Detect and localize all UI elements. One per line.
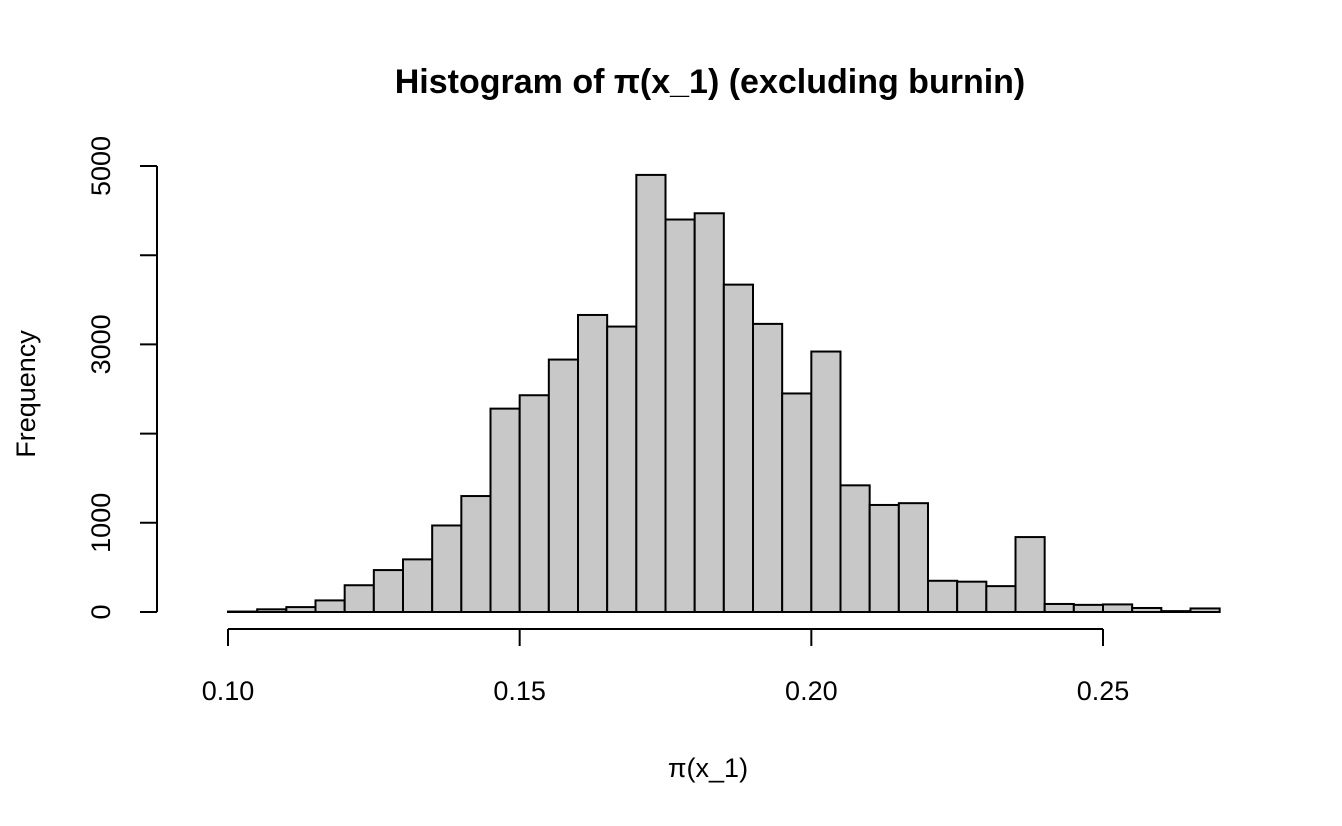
- chart-title: Histogram of π(x_1) (excluding burnin): [395, 63, 1026, 101]
- histogram-bar: [693, 212, 725, 613]
- histogram-bar: [343, 584, 375, 613]
- histogram-bar: [1043, 602, 1075, 613]
- y-tick-label: 1000: [86, 493, 116, 553]
- histogram-bar: [1014, 536, 1046, 614]
- histogram-bar: [839, 484, 871, 613]
- y-tick-label: 0: [86, 604, 116, 619]
- histogram-bar: [635, 173, 667, 613]
- x-axis-label: π(x_1): [668, 753, 748, 783]
- x-tick-label: 0.25: [1077, 676, 1130, 706]
- histogram-bars: [227, 173, 1221, 614]
- histogram-bar: [431, 524, 463, 614]
- histogram-bar: [547, 358, 579, 613]
- histogram-bar: [664, 218, 696, 614]
- histogram-bar: [1160, 610, 1192, 613]
- y-tick-label: 3000: [86, 314, 116, 374]
- histogram-bar: [1102, 603, 1134, 614]
- histogram-bar: [1072, 603, 1105, 614]
- y-axis-ticks: 0 1000 3000 5000: [86, 136, 157, 620]
- histogram-bar: [256, 608, 288, 613]
- x-tick-label: 0.20: [785, 676, 838, 706]
- histogram-bar: [460, 495, 492, 614]
- x-tick-label: 0.15: [493, 676, 546, 706]
- histogram-bar: [722, 283, 754, 613]
- histogram-bar: [985, 585, 1017, 614]
- x-axis: 0.10 0.15 0.20 0.25: [202, 628, 1130, 706]
- y-axis: 0 1000 3000 5000: [86, 136, 158, 620]
- x-axis-ticks: 0.10 0.15 0.20 0.25: [202, 629, 1130, 706]
- histogram-bar: [372, 569, 405, 613]
- histogram-bar: [518, 394, 550, 613]
- histogram-bar: [402, 558, 434, 614]
- histogram-bar: [577, 313, 609, 613]
- y-axis-label: Frequency: [11, 330, 41, 458]
- histogram-bar: [956, 580, 988, 613]
- histogram-bar: [606, 325, 638, 613]
- histogram-bar: [489, 407, 521, 613]
- histogram-bar: [781, 392, 813, 613]
- y-tick-label: 5000: [86, 136, 116, 196]
- histogram-bar: [897, 502, 929, 613]
- histogram-bar: [810, 350, 842, 613]
- histogram-bar: [927, 579, 959, 614]
- histogram-bar: [1189, 607, 1221, 614]
- x-tick-label: 0.10: [202, 676, 255, 706]
- histogram-bar: [752, 322, 784, 613]
- histogram-bar: [868, 503, 900, 613]
- histogram-bar: [285, 606, 317, 613]
- histogram-bar: [1131, 606, 1163, 614]
- histogram-bar: [314, 599, 346, 613]
